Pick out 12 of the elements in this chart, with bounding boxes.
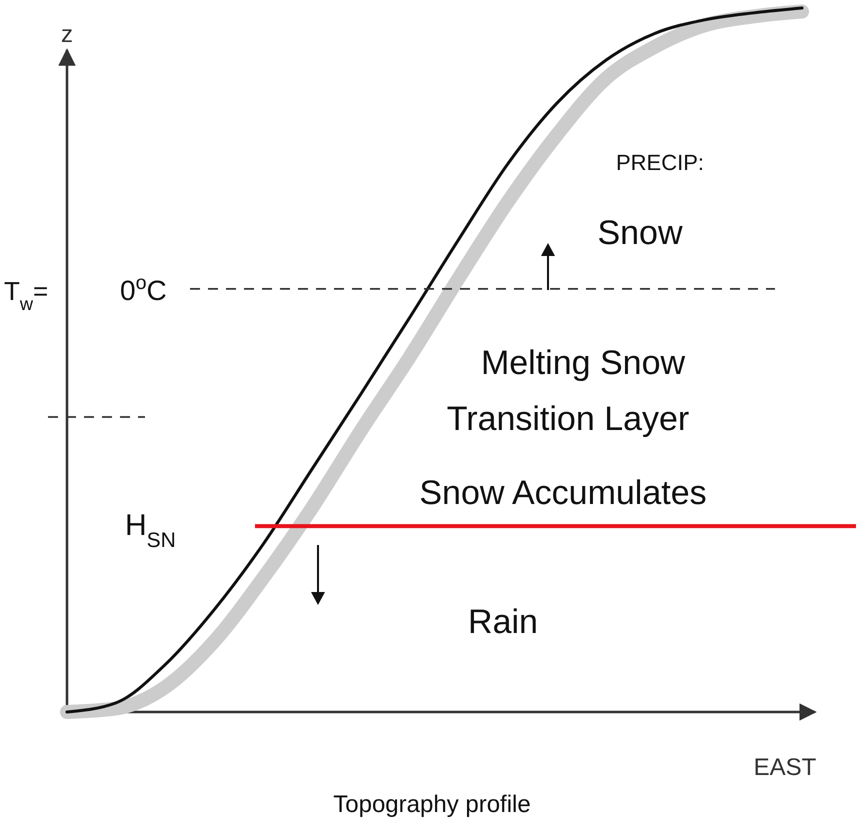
ref-line-label: 0$^{o}$C [120, 272, 167, 306]
annotation: Snow Accumulates [419, 474, 707, 512]
text: T$_{w}$= [4, 276, 48, 314]
y-axis-title: z [61, 21, 73, 48]
x-axis-title: EAST [754, 754, 817, 781]
annotation: Transition Layer [446, 400, 690, 438]
annotation: Rain [468, 603, 538, 641]
annotation: PRECIP: [616, 150, 704, 175]
ref-line-label: H$_{SN}$ [125, 509, 176, 552]
text: Topography profile [333, 791, 531, 818]
annotation: Snow [597, 214, 683, 252]
annotation: Melting Snow [480, 344, 686, 382]
